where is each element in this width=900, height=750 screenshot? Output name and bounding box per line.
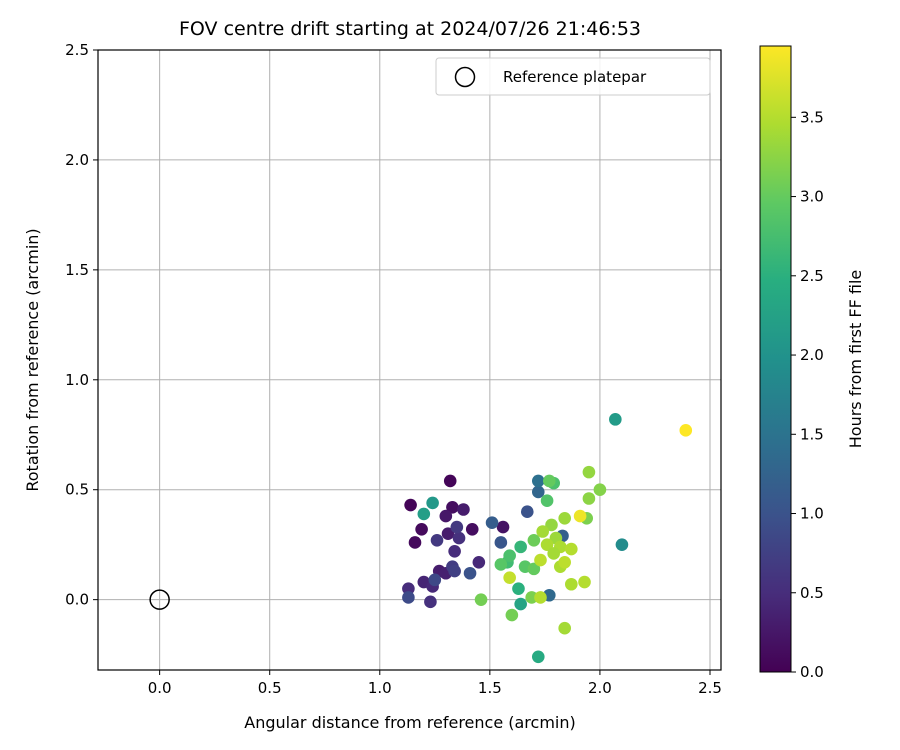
chart-title: FOV centre drift starting at 2024/07/26 … [179, 18, 641, 40]
scatter-point [485, 516, 499, 529]
scatter-point [558, 621, 571, 635]
scatter-point [534, 553, 547, 567]
scatter-point [531, 650, 545, 664]
scatter-point [441, 527, 455, 540]
scatter-point [503, 549, 516, 562]
scatter-point [558, 511, 571, 525]
x-tick-label: 1.0 [368, 679, 392, 697]
scatter-point [465, 522, 479, 536]
plot-frame [97, 49, 722, 671]
scatter-point [448, 564, 461, 578]
y-axis-ticks: 0.0 0.5 1.0 1.5 2.0 2.5 [65, 41, 98, 609]
scatter-point [448, 544, 461, 558]
scatter-point [463, 566, 477, 580]
scatter-point [408, 536, 422, 549]
scatter-point [452, 531, 466, 545]
colorbar-tick-label: 2.0 [800, 346, 824, 364]
scatter-point [402, 582, 415, 595]
colorbar-gradient [759, 45, 792, 673]
scatter-point [527, 533, 541, 547]
scatter-point [494, 536, 508, 549]
scatter-point [512, 582, 525, 595]
y-tick-label: 2.0 [65, 151, 89, 169]
scatter-point [525, 591, 538, 604]
scatter-point [582, 492, 596, 505]
scatter-point [609, 413, 622, 426]
scatter-point [615, 538, 629, 551]
scatter-point [565, 577, 578, 591]
x-tick-label: 2.5 [698, 679, 722, 697]
colorbar-tick-label: 1.5 [800, 425, 824, 443]
colorbar-tick-label: 0.0 [800, 663, 824, 681]
scatter-point [679, 424, 693, 437]
scatter-point [446, 501, 459, 514]
legend-label: Reference platepar [503, 68, 647, 86]
scatter-point [547, 547, 560, 560]
x-tick-label: 0.5 [258, 679, 282, 697]
x-axis-title: Angular distance from reference (arcmin) [244, 713, 575, 732]
scatter-point [545, 518, 558, 532]
scatter-point [531, 485, 545, 499]
legend-box [435, 57, 711, 96]
colorbar-tick-label: 2.5 [800, 267, 824, 285]
x-tick-label: 2.0 [588, 679, 612, 697]
scatter-point [536, 525, 549, 538]
scatter-point [428, 573, 442, 587]
scatter-point [443, 474, 457, 488]
colorbar-title: Hours from first FF file [846, 270, 865, 449]
scatter-point [527, 562, 541, 576]
scatter-point [424, 595, 437, 609]
scatter-point [415, 522, 428, 536]
scatter-point [474, 593, 488, 606]
x-tick-label: 1.5 [478, 679, 502, 697]
scatter-point [520, 505, 534, 519]
y-axis-title: Rotation from reference (arcmin) [23, 228, 42, 491]
scatter-point [558, 555, 571, 569]
x-axis-ticks: 0.0 0.5 1.0 1.5 2.0 2.5 [148, 670, 722, 697]
grid-lines [98, 49, 721, 670]
scatter-point [531, 474, 545, 488]
scatter-point [593, 483, 607, 497]
scatter-point [472, 555, 486, 569]
y-tick-label: 2.5 [65, 41, 89, 59]
scatter-point [426, 496, 439, 510]
scatter-point [578, 575, 591, 589]
scatter-point [534, 591, 547, 604]
scatter-point [450, 520, 464, 534]
scatter-point [514, 540, 527, 554]
y-tick-label: 1.5 [65, 261, 89, 279]
scatter-point [505, 608, 519, 622]
scatter-point [439, 509, 453, 523]
scatter-point [417, 507, 431, 521]
colorbar: 0.0 0.5 1.0 1.5 2.0 2.5 3.0 3.5 Hours from firs… [759, 45, 865, 681]
scatter-point [514, 597, 527, 611]
scatter-points [402, 413, 693, 664]
y-tick-label: 1.0 [65, 371, 89, 389]
scatter-point [496, 520, 510, 534]
colorbar-tick-label: 1.0 [800, 505, 824, 523]
colorbar-tick-label: 3.5 [800, 108, 824, 126]
scatter-point [404, 498, 417, 512]
scatter-point [573, 509, 587, 523]
scatter-point [430, 533, 444, 547]
scatter-point [582, 465, 596, 479]
colorbar-ticks: 0.0 0.5 1.0 1.5 2.0 2.5 3.0 3.5 [791, 108, 824, 681]
y-tick-label: 0.0 [65, 591, 89, 609]
scatter-point [457, 503, 470, 516]
scatter-point [540, 538, 554, 551]
scatter-point [494, 558, 508, 571]
scatter-point [503, 571, 516, 584]
colorbar-tick-label: 3.0 [800, 188, 824, 206]
reference-platepar-marker [149, 589, 170, 610]
y-tick-label: 0.5 [65, 481, 89, 499]
colorbar-tick-label: 0.5 [800, 584, 824, 602]
legend-marker-icon [454, 66, 476, 88]
scatter-point [540, 494, 554, 508]
scatter-point [542, 474, 556, 488]
legend: Reference platepar [435, 57, 711, 96]
scatter-point [565, 542, 578, 556]
scatter-point [402, 591, 415, 604]
x-tick-label: 0.0 [148, 679, 172, 697]
